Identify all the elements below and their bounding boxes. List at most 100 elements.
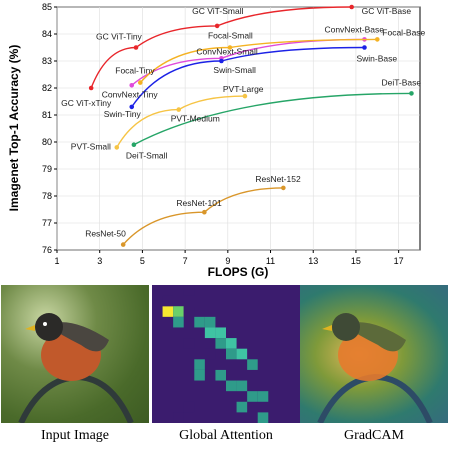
data-point [281, 185, 286, 191]
data-point [219, 58, 224, 64]
point-label: GC ViT-Tiny [96, 32, 143, 42]
attention-cell [236, 401, 248, 413]
x-tick-label: 7 [183, 256, 188, 266]
point-label: PVT-Large [223, 84, 264, 94]
point-label: ConvNext-Small [196, 46, 258, 56]
y-tick-label: 81 [42, 110, 52, 120]
data-point [202, 209, 207, 215]
point-label: Focal-Base [382, 27, 425, 37]
y-tick-label: 76 [42, 245, 52, 255]
data-point [374, 37, 380, 42]
attention-cell [194, 369, 205, 381]
data-point [114, 145, 120, 150]
attention-cell [215, 369, 226, 381]
attention-cell [183, 338, 195, 349]
input-image-panel [1, 285, 149, 423]
attention-cell [162, 295, 174, 307]
y-tick-label: 79 [42, 164, 52, 174]
robin-beak [322, 325, 332, 331]
attention-cell [226, 338, 237, 349]
point-label: ResNet-152 [255, 174, 301, 184]
attention-cell [194, 359, 205, 370]
y-tick-label: 82 [42, 83, 52, 93]
data-point [129, 83, 135, 88]
attention-heatmap [162, 285, 269, 423]
point-label: ConvNext-Tiny [102, 89, 159, 99]
data-point [349, 4, 354, 10]
x-tick-label: 13 [308, 256, 318, 266]
attention-cell [215, 338, 226, 349]
point-label: Focal-Small [208, 31, 253, 41]
series-line-resnet [122, 187, 284, 246]
attention-cell [183, 401, 195, 413]
attention-cell [204, 327, 216, 339]
global-attention-panel [152, 285, 300, 423]
point-label: Swin-Base [356, 54, 397, 64]
attention-cell [183, 285, 195, 296]
x-tick-label: 15 [351, 256, 361, 266]
x-tick-label: 11 [266, 256, 275, 266]
x-tick-label: 9 [225, 256, 230, 266]
y-axis-label: Imagenet Top-1 Accuracy (%) [7, 45, 21, 212]
attention-cell [183, 306, 195, 317]
x-tick-label: 1 [54, 256, 59, 266]
series-line-swin [131, 46, 365, 108]
attention-cell [247, 391, 258, 402]
attention-cell [257, 391, 269, 402]
data-point [227, 45, 233, 50]
y-tick-label: 84 [42, 29, 52, 39]
data-point [242, 93, 248, 99]
branch [18, 373, 134, 423]
plot-frame [56, 6, 421, 251]
robin-head [35, 313, 63, 341]
input-image-caption: Input Image [40, 428, 110, 443]
y-tick-label: 80 [42, 137, 52, 147]
point-label: GC ViT-Small [192, 6, 243, 16]
attention-cell [226, 348, 237, 360]
data-point [133, 45, 139, 50]
gradcam-caption: GradCAM [344, 428, 404, 443]
branch [317, 373, 433, 423]
data-point [362, 45, 367, 50]
attention-cell [236, 380, 248, 392]
x-tick-label: 3 [97, 256, 102, 266]
robin-beak [25, 325, 35, 331]
y-tick-label: 77 [42, 218, 52, 228]
point-label: GC ViT-Base [362, 6, 412, 16]
y-tick-label: 85 [42, 2, 52, 12]
x-axis-label: FLOPS (G) [208, 265, 269, 279]
y-tick-label: 83 [42, 56, 52, 66]
point-label: ResNet-101 [176, 198, 222, 208]
point-label: Focal-Tiny [115, 66, 155, 76]
attention-cell [257, 412, 269, 423]
x-tick-label: 5 [140, 256, 145, 266]
data-point [176, 107, 182, 112]
y-tick-label: 78 [42, 191, 52, 201]
data-point [214, 23, 220, 29]
point-label: PVT-Medium [171, 114, 220, 124]
point-label: DeiT-Base [381, 77, 421, 87]
series-line-gc-vit [90, 6, 352, 89]
point-label: Swin-Small [213, 65, 256, 75]
attention-cell [215, 327, 226, 339]
data-point [137, 80, 143, 85]
point-label: PVT-Small [71, 141, 111, 151]
attention-cell [226, 380, 237, 392]
attention-cell [194, 316, 205, 328]
data-point [88, 85, 94, 91]
data-point [120, 242, 126, 247]
attention-cell [247, 359, 258, 370]
attention-cell [173, 306, 184, 317]
gradcam-overlay [317, 313, 433, 423]
attention-caption: Global Attention [179, 428, 273, 443]
data-point [409, 91, 414, 96]
robin-eye [43, 322, 47, 326]
attention-cell [173, 412, 184, 423]
gradcam-panel [300, 285, 448, 423]
point-label: GC ViT-xTiny [61, 98, 112, 108]
point-label: Swin-Tiny [104, 109, 142, 119]
data-point [129, 104, 135, 110]
robin-photo [18, 313, 134, 423]
attention-cell [204, 316, 216, 328]
